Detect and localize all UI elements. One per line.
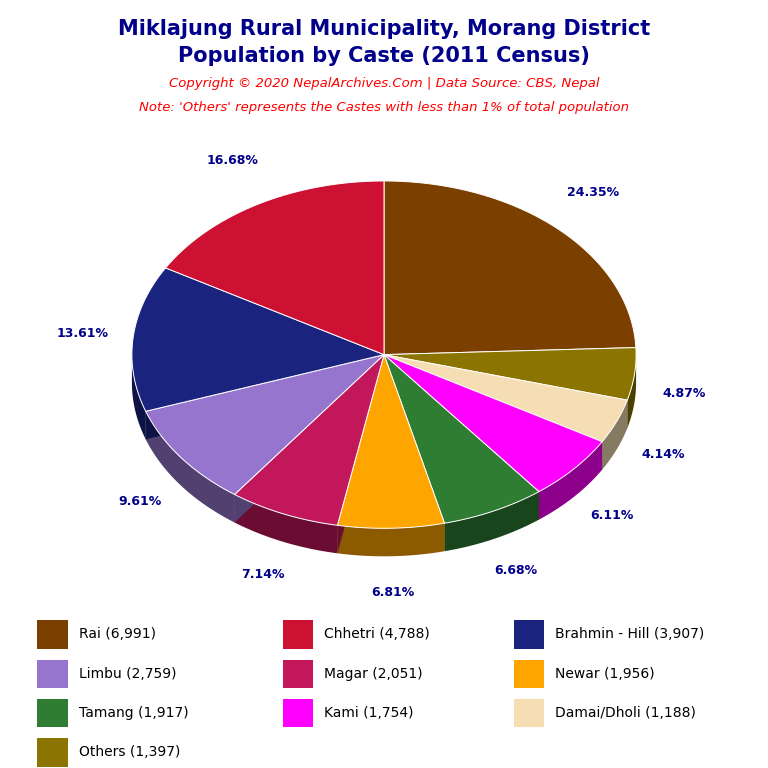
- Text: 9.61%: 9.61%: [119, 495, 162, 508]
- Text: Others (1,397): Others (1,397): [78, 746, 180, 760]
- Polygon shape: [146, 412, 234, 522]
- Polygon shape: [384, 181, 636, 355]
- Polygon shape: [384, 355, 602, 492]
- Polygon shape: [627, 355, 636, 428]
- Text: 24.35%: 24.35%: [568, 187, 620, 200]
- Text: Damai/Dholi (1,188): Damai/Dholi (1,188): [555, 706, 696, 720]
- Polygon shape: [384, 355, 602, 470]
- Bar: [514, 699, 545, 727]
- Text: 7.14%: 7.14%: [242, 568, 285, 581]
- Bar: [514, 660, 545, 688]
- Text: Magar (2,051): Magar (2,051): [324, 667, 422, 680]
- Text: Brahmin - Hill (3,907): Brahmin - Hill (3,907): [555, 627, 704, 641]
- Polygon shape: [384, 348, 636, 400]
- Polygon shape: [166, 181, 384, 355]
- Text: Miklajung Rural Municipality, Morang District: Miklajung Rural Municipality, Morang Dis…: [118, 19, 650, 39]
- Polygon shape: [445, 492, 539, 551]
- Polygon shape: [602, 400, 627, 470]
- Polygon shape: [384, 355, 602, 470]
- Polygon shape: [337, 355, 384, 553]
- Polygon shape: [234, 495, 337, 553]
- Polygon shape: [337, 523, 445, 556]
- Text: 6.81%: 6.81%: [371, 586, 414, 599]
- Polygon shape: [132, 355, 146, 439]
- Text: 4.87%: 4.87%: [663, 387, 707, 400]
- Polygon shape: [146, 355, 384, 439]
- Text: Rai (6,991): Rai (6,991): [78, 627, 156, 641]
- Polygon shape: [384, 355, 539, 523]
- Text: Tamang (1,917): Tamang (1,917): [78, 706, 188, 720]
- Text: Population by Caste (2011 Census): Population by Caste (2011 Census): [178, 46, 590, 66]
- Text: Note: 'Others' represents the Castes with less than 1% of total population: Note: 'Others' represents the Castes wit…: [139, 101, 629, 114]
- Polygon shape: [539, 442, 602, 520]
- Bar: [38, 738, 68, 766]
- Bar: [38, 621, 68, 648]
- Polygon shape: [146, 355, 384, 439]
- Polygon shape: [234, 355, 384, 525]
- Polygon shape: [337, 355, 384, 553]
- Polygon shape: [384, 355, 627, 442]
- Polygon shape: [132, 268, 384, 412]
- Bar: [38, 660, 68, 688]
- Text: 6.68%: 6.68%: [495, 564, 538, 577]
- Polygon shape: [384, 355, 445, 551]
- Text: 4.14%: 4.14%: [641, 449, 685, 462]
- Text: Limbu (2,759): Limbu (2,759): [78, 667, 176, 680]
- Text: 6.11%: 6.11%: [591, 509, 634, 522]
- Polygon shape: [234, 355, 384, 522]
- Polygon shape: [384, 355, 445, 551]
- Text: Newar (1,956): Newar (1,956): [555, 667, 655, 680]
- Polygon shape: [384, 355, 539, 520]
- Polygon shape: [146, 355, 384, 495]
- Bar: [514, 621, 545, 648]
- Polygon shape: [234, 355, 384, 522]
- Bar: [283, 621, 313, 648]
- Bar: [283, 699, 313, 727]
- Text: 16.68%: 16.68%: [207, 154, 259, 167]
- Text: Copyright © 2020 NepalArchives.Com | Data Source: CBS, Nepal: Copyright © 2020 NepalArchives.Com | Dat…: [169, 77, 599, 90]
- Text: Kami (1,754): Kami (1,754): [324, 706, 414, 720]
- Polygon shape: [337, 355, 445, 528]
- Bar: [38, 699, 68, 727]
- Text: 13.61%: 13.61%: [57, 327, 109, 339]
- Polygon shape: [384, 355, 627, 428]
- Polygon shape: [384, 355, 539, 520]
- Polygon shape: [384, 355, 627, 428]
- Text: Chhetri (4,788): Chhetri (4,788): [324, 627, 430, 641]
- Bar: [283, 660, 313, 688]
